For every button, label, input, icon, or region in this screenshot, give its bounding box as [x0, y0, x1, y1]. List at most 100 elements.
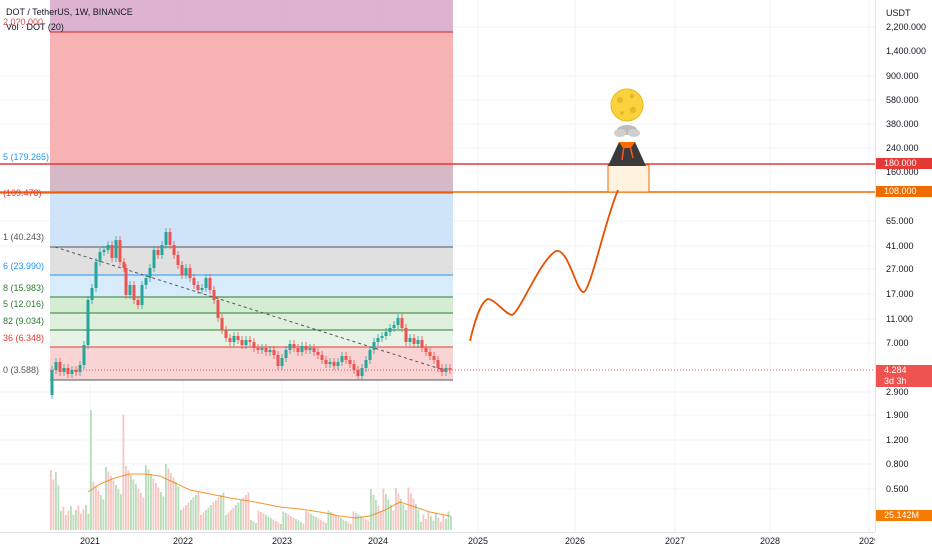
- volume-bar: [417, 509, 420, 530]
- volume-bar: [392, 510, 395, 530]
- volume-bar: [182, 507, 185, 530]
- volume-bar: [277, 522, 280, 530]
- volume-bar: [435, 513, 437, 530]
- candle-body: [102, 250, 106, 252]
- price-axis[interactable]: USDT 2,200.000 1,400.000 900.000 580.000 380…: [875, 0, 932, 532]
- y-tick-label: 27.000: [886, 264, 914, 274]
- volume-bar: [285, 513, 287, 530]
- candle-body: [332, 362, 336, 366]
- volume-bar: [220, 495, 222, 530]
- fib-level-label: 6 (23.990): [3, 261, 45, 271]
- volume-bar: [385, 494, 387, 530]
- volume-bar: [375, 500, 377, 530]
- candle-body: [144, 278, 148, 285]
- candle-body: [220, 318, 224, 330]
- volume-bar: [405, 510, 407, 530]
- volume-bar: [55, 472, 57, 530]
- candle-body: [256, 348, 260, 350]
- volume-bar: [95, 486, 97, 530]
- candle-body: [122, 262, 126, 268]
- time-axis[interactable]: 2021 2022 2023 2024 2025 2026 2027 2028 2029: [0, 532, 879, 551]
- x-tick-label: 2024: [367, 536, 389, 546]
- volume-bar: [152, 478, 155, 530]
- candle-body: [168, 232, 172, 245]
- volume-bar: [185, 505, 187, 530]
- candle-body: [252, 342, 256, 348]
- candle-body: [396, 318, 400, 325]
- volume-bar: [212, 502, 215, 530]
- volume-bar: [225, 515, 227, 530]
- volume-bars: [50, 410, 452, 530]
- volume-bar: [62, 506, 65, 530]
- candle-body: [54, 362, 58, 370]
- volume-bar: [282, 511, 285, 530]
- candle-body: [264, 348, 268, 352]
- volume-bar: [97, 490, 100, 530]
- y-tick-label: 580.000: [886, 95, 919, 105]
- volume-bar: [370, 489, 372, 530]
- volume-bar: [50, 470, 52, 530]
- volume-bar: [170, 473, 172, 530]
- candle-body: [356, 370, 360, 376]
- volume-bar: [165, 464, 167, 530]
- fib-zone-blue: [50, 193, 453, 247]
- volume-bar: [150, 474, 152, 530]
- y-tick-label: 1.200: [886, 435, 909, 445]
- candle-body: [86, 300, 90, 345]
- candle-body: [432, 356, 436, 360]
- volume-bar: [287, 514, 290, 530]
- volume-bar: [115, 485, 117, 530]
- volume-bar: [192, 497, 195, 530]
- volume-bar: [70, 506, 72, 530]
- volume-bar: [180, 510, 182, 530]
- x-tick-label: 2026: [564, 536, 586, 546]
- chart-area[interactable]: DOT / TetherUS, 1W, BINANCE Vol · DOT (2…: [0, 0, 875, 532]
- candle-body: [384, 332, 388, 336]
- candle-body: [224, 330, 228, 338]
- y-tick-label: 41.000: [886, 241, 914, 251]
- fib-zone-red-top: [50, 32, 453, 164]
- candle-body: [118, 240, 122, 262]
- candle-body: [412, 338, 416, 344]
- tag-current-price: 4.284: [876, 365, 932, 376]
- candle-body: [160, 245, 164, 255]
- volume-bar: [280, 524, 282, 530]
- volume-bar: [355, 513, 357, 530]
- volume-bar: [80, 514, 82, 530]
- candle-body: [110, 245, 114, 258]
- tag-108: 108.000: [876, 186, 932, 197]
- volume-bar: [175, 482, 177, 530]
- volume-bar: [340, 518, 342, 530]
- volume-bar: [107, 471, 110, 530]
- candle-body: [360, 368, 364, 376]
- volume-bar: [122, 415, 125, 530]
- y-tick-label: 380.000: [886, 119, 919, 129]
- volume-bar: [87, 513, 90, 530]
- volume-bar: [372, 494, 375, 530]
- volume-bar: [227, 512, 230, 530]
- candle-body: [90, 288, 94, 300]
- volume-bar: [137, 488, 140, 530]
- volume-bar: [162, 496, 165, 530]
- candle-body: [248, 340, 252, 342]
- candle-body: [78, 365, 82, 372]
- candle-body: [436, 360, 440, 368]
- volume-bar: [312, 515, 315, 530]
- volume-bar: [410, 493, 412, 530]
- candle-body: [236, 336, 240, 340]
- candle-body: [408, 338, 412, 342]
- volume-bar: [67, 510, 70, 530]
- volume-ma-line: [87, 473, 451, 519]
- volume-bar: [430, 516, 432, 530]
- y-tick-label: 1,400.000: [886, 46, 927, 56]
- candle-body: [98, 252, 102, 262]
- volume-bar: [65, 515, 67, 530]
- candle-body: [244, 340, 248, 345]
- volume-bar: [90, 410, 92, 530]
- volume-bar: [177, 486, 180, 530]
- candle-body: [188, 268, 192, 278]
- volume-bar: [75, 510, 77, 530]
- volume-bar: [342, 519, 345, 530]
- price-chart[interactable]: [0, 0, 875, 532]
- tag-180: 180.000: [876, 158, 932, 169]
